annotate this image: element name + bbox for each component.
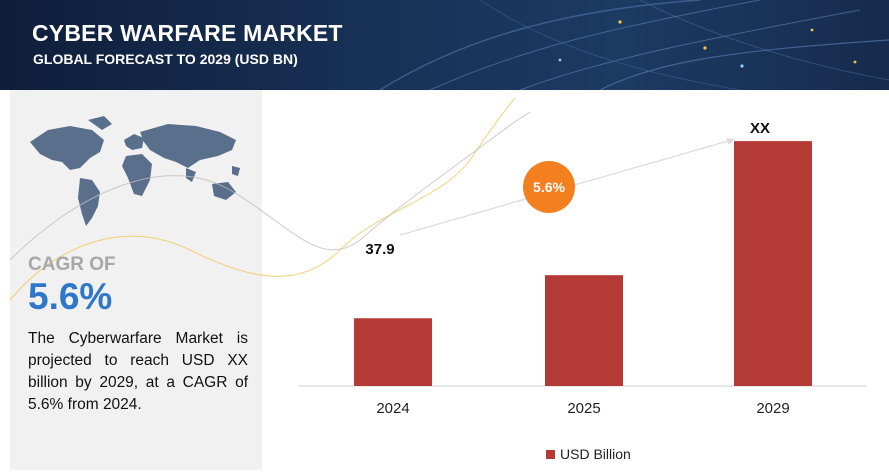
data-label-2029: XX — [750, 120, 770, 137]
x-tick-label-2024: 2024 — [376, 400, 409, 417]
bar-2029 — [734, 141, 812, 386]
chart-legend: USD Billion — [546, 446, 631, 462]
x-tick-label-2029: 2029 — [756, 400, 789, 417]
labels-group: 2024 2025 2029 37.9 XX — [365, 120, 789, 417]
header-banner: CYBER WARFARE MARKET GLOBAL FORECAST TO … — [0, 0, 889, 90]
trend-arrow-head — [726, 138, 735, 145]
cagr-bubble: 5.6% — [523, 161, 575, 213]
page-title: CYBER WARFARE MARKET — [32, 20, 343, 46]
legend-label: USD Billion — [560, 446, 631, 462]
bar-2025 — [545, 275, 623, 386]
world-map-icon — [30, 116, 240, 226]
cagr-value: 5.6% — [28, 276, 113, 317]
page-subtitle: GLOBAL FORECAST TO 2029 (USD BN) — [33, 51, 298, 67]
bars-group — [354, 141, 812, 386]
market-description: The Cyberwarfare Market is projected to … — [28, 330, 248, 413]
legend-swatch — [546, 449, 555, 459]
network-lines-decoration — [379, 0, 889, 90]
decorative-line-gray — [9, 111, 531, 261]
data-label-2024: 37.9 — [365, 241, 394, 258]
decorative-line-gold — [9, 97, 516, 301]
x-tick-label-2025: 2025 — [567, 400, 600, 417]
cagr-label: CAGR OF — [28, 254, 116, 275]
bar-2024 — [354, 318, 432, 386]
